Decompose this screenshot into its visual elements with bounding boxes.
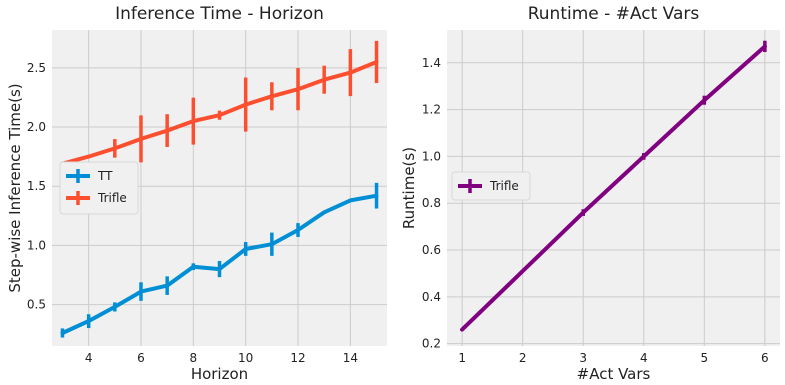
right-legend: Trifle	[451, 171, 531, 201]
y-tick-label: 1.2	[422, 103, 441, 117]
x-tick-label: 8	[190, 351, 198, 365]
x-tick-label: 4	[640, 351, 648, 365]
left-chart-panel: 4 6 8 10 12 14 0.5 1.0 1.5 2.0 2.5 Inference Time …	[6, 4, 387, 383]
right-chart-title: Runtime - #Act Vars	[528, 4, 700, 24]
x-tick-label: 12	[290, 351, 305, 365]
x-tick-label: 2	[519, 351, 527, 365]
right-x-axis-label: #Act Vars	[577, 365, 651, 383]
legend-label: Trifle	[489, 179, 519, 193]
right-series-marks	[460, 40, 767, 332]
y-tick-label: 1.0	[422, 149, 441, 163]
left-chart-title: Inference Time - Horizon	[115, 4, 324, 24]
right-chart-panel: 1 2 3 4 5 6 0.2 0.4 0.6 0.8 1.0 1.2 1.4 Runtime - #A…	[400, 4, 780, 383]
right-tick-labels: 1 2 3 4 5 6 0.2 0.4 0.6 0.8 1.0 1.2 1.4	[422, 56, 769, 365]
x-tick-label: 3	[579, 351, 587, 365]
left-series-marks	[60, 40, 379, 338]
y-tick-label: 0.8	[422, 196, 441, 210]
y-tick-label: 0.2	[422, 337, 441, 351]
x-tick-label: 1	[458, 351, 466, 365]
x-tick-label: 4	[85, 351, 93, 365]
x-tick-label: 10	[238, 351, 253, 365]
y-tick-label: 0.5	[27, 298, 46, 312]
y-tick-label: 1.5	[27, 179, 46, 193]
left-y-axis-label: Step-wise Inference Time(s)	[6, 83, 24, 292]
right-gridlines	[447, 30, 780, 346]
y-tick-label: 0.6	[422, 243, 441, 257]
y-tick-label: 2.0	[27, 120, 46, 134]
y-tick-label: 1.4	[422, 56, 441, 70]
y-tick-label: 0.4	[422, 290, 441, 304]
legend-label: Trifle	[97, 191, 127, 205]
y-tick-label: 2.5	[27, 61, 46, 75]
x-tick-label: 6	[137, 351, 145, 365]
x-tick-label: 14	[343, 351, 358, 365]
legend-label: TT	[97, 169, 113, 183]
right-y-axis-label: Runtime(s)	[400, 147, 418, 229]
x-tick-label: 5	[700, 351, 708, 365]
left-tick-labels: 4 6 8 10 12 14 0.5 1.0 1.5 2.0 2.5	[27, 61, 358, 365]
left-legend: TT Trifle	[59, 161, 139, 215]
left-x-axis-label: Horizon	[191, 365, 248, 383]
series-line-trifle	[460, 44, 767, 332]
x-tick-label: 6	[761, 351, 769, 365]
y-tick-label: 1.0	[27, 238, 46, 252]
